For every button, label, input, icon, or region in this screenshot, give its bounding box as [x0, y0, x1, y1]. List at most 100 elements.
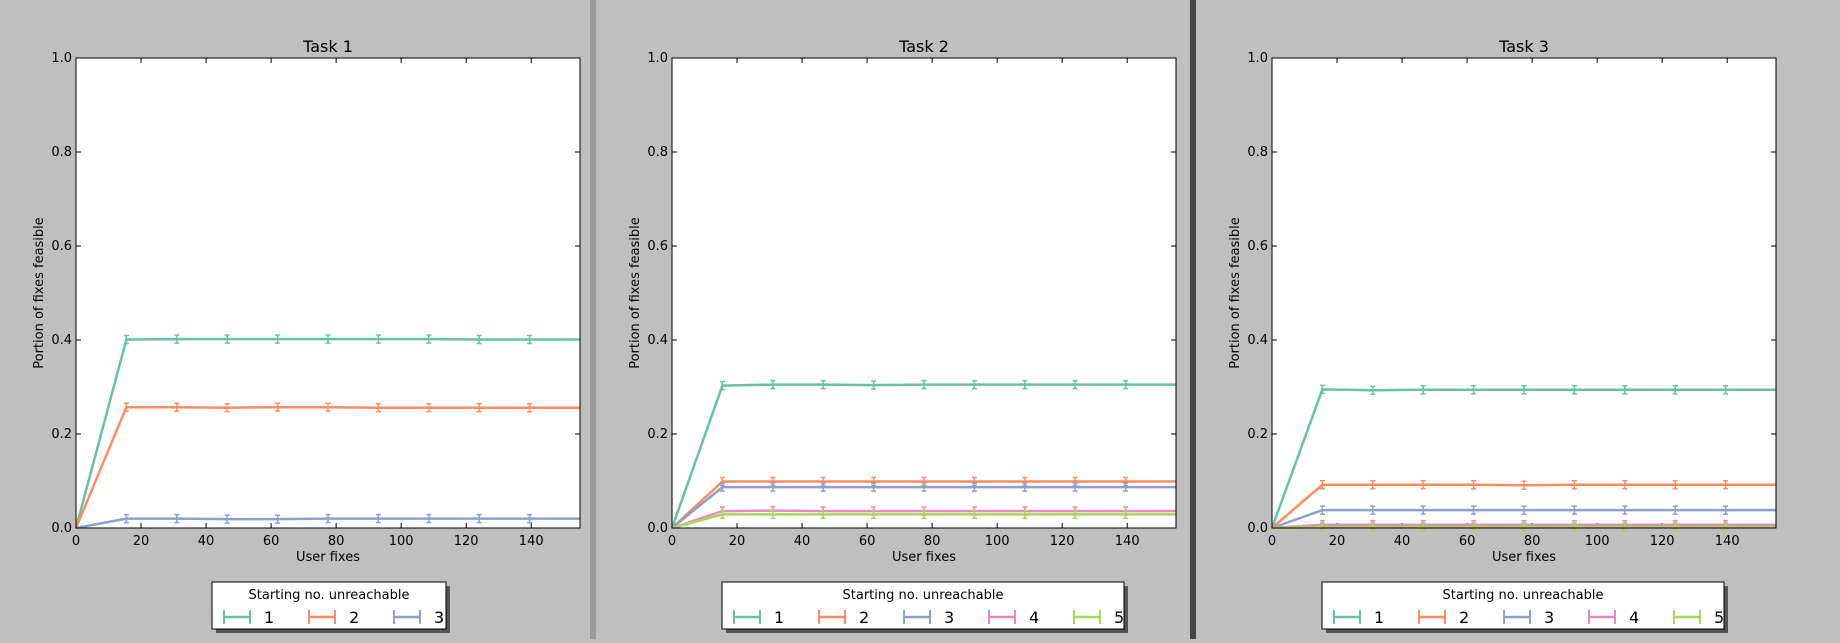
y-tick-label: 0.2 — [51, 427, 72, 442]
series-3 — [671, 482, 1176, 529]
data-point — [1319, 384, 1325, 395]
legend-item-5: 5 — [1673, 608, 1724, 627]
data-point — [275, 514, 281, 524]
y-tick-label: 0.4 — [647, 333, 668, 348]
x-tick-label: 100 — [1585, 534, 1610, 549]
data-point — [426, 334, 432, 344]
data-point — [123, 334, 129, 345]
x-tick-label: 40 — [1394, 534, 1411, 549]
legend: Starting no. unreachable 1 2 3 4 5 — [1321, 581, 1728, 633]
legend-label: 3 — [1544, 608, 1554, 627]
x-tick-label: 0 — [668, 534, 676, 549]
data-point — [1521, 522, 1527, 532]
data-point — [1370, 522, 1376, 532]
data-point — [1521, 385, 1527, 395]
x-tick-label: 40 — [198, 534, 215, 549]
data-point — [476, 513, 482, 524]
data-point — [1622, 385, 1628, 395]
data-point — [123, 402, 129, 412]
y-tick-label: 1.0 — [51, 51, 72, 66]
y-axis-label: Portion of fixes feasible — [628, 217, 643, 369]
x-tick-label: 100 — [389, 534, 414, 549]
data-point — [174, 513, 180, 524]
plot-area — [76, 58, 580, 528]
data-point — [325, 334, 331, 344]
x-tick-label: 60 — [859, 534, 876, 549]
data-point — [971, 509, 977, 520]
data-point — [971, 482, 977, 492]
data-point — [174, 402, 180, 412]
data-point — [426, 402, 432, 413]
data-point — [1420, 522, 1426, 532]
y-tick-label: 0.6 — [51, 239, 72, 254]
data-point — [770, 379, 776, 390]
data-point — [1571, 385, 1577, 395]
data-point — [1370, 480, 1376, 490]
data-point — [1571, 480, 1577, 490]
legend-item-3: 3 — [1503, 608, 1554, 627]
x-axis-label: User fixes — [892, 550, 956, 565]
data-point — [871, 509, 877, 520]
data-point — [719, 380, 725, 391]
x-tick-label: 120 — [454, 534, 479, 549]
legend: Starting no. unreachable 1 2 3 — [211, 581, 450, 633]
data-point — [971, 379, 977, 390]
legend-label: 4 — [1029, 608, 1039, 627]
data-point — [820, 379, 826, 390]
x-tick-label: 20 — [1329, 534, 1346, 549]
data-point — [921, 379, 927, 390]
series-3 — [1271, 505, 1776, 530]
legend-label: 1 — [774, 608, 784, 627]
data-point — [527, 334, 533, 345]
legend-box — [1321, 581, 1725, 630]
data-point — [1420, 480, 1426, 490]
y-tick-label: 0.6 — [1247, 239, 1268, 254]
data-point — [224, 514, 230, 524]
y-tick-label: 1.0 — [1247, 51, 1268, 66]
series-1 — [1270, 384, 1776, 529]
data-point — [1471, 480, 1477, 490]
data-point — [1370, 385, 1376, 396]
chart-title: Task 1 — [302, 37, 353, 56]
data-point — [375, 513, 381, 524]
legend-item-3: 3 — [393, 608, 444, 627]
series-5 — [671, 509, 1176, 530]
data-point — [1471, 385, 1477, 395]
chart-title: Task 2 — [898, 37, 949, 56]
data-point — [1319, 480, 1325, 490]
x-tick-label: 120 — [1050, 534, 1075, 549]
x-tick-label: 20 — [133, 534, 150, 549]
legend-label: 5 — [1114, 608, 1124, 627]
y-tick-label: 0.0 — [51, 521, 72, 536]
data-point — [1471, 522, 1477, 532]
data-point — [1022, 379, 1028, 390]
data-point — [921, 509, 927, 520]
legend-label: 3 — [434, 608, 444, 627]
series-1 — [670, 379, 1176, 529]
plot-area — [1272, 58, 1776, 528]
x-tick-label: 20 — [729, 534, 746, 549]
data-point — [123, 513, 129, 524]
data-point — [1370, 505, 1376, 515]
legend-item-2: 2 — [308, 608, 359, 627]
data-point — [1319, 505, 1325, 515]
x-tick-label: 80 — [1524, 534, 1541, 549]
data-point — [1672, 522, 1678, 532]
data-point — [1471, 505, 1477, 515]
legend-item-3: 3 — [903, 608, 954, 627]
y-tick-label: 0.8 — [51, 145, 72, 160]
data-point — [527, 513, 533, 524]
x-tick-label: 60 — [263, 534, 280, 549]
data-point — [1723, 385, 1729, 395]
data-point — [1319, 522, 1325, 532]
data-point — [1022, 509, 1028, 520]
y-tick-label: 0.8 — [647, 145, 668, 160]
data-point — [224, 334, 230, 344]
data-point — [1123, 482, 1129, 492]
data-point — [1622, 480, 1628, 490]
y-tick-label: 0.0 — [1247, 521, 1268, 536]
legend-item-4: 4 — [1588, 608, 1639, 627]
data-point — [1723, 505, 1729, 515]
chart-panel-1: Task 1 0 20 40 60 80 100 120 140 0.0 0.2 0.4 0.6 0.8 1… — [32, 37, 581, 633]
plot-area — [672, 58, 1176, 528]
